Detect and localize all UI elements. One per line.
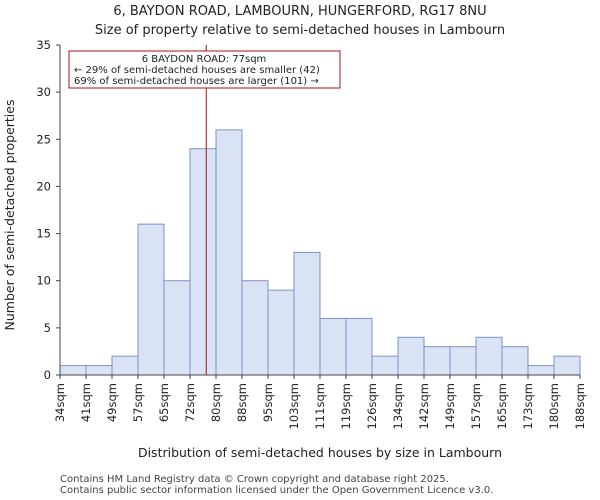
x-tick-label: 165sqm [495, 383, 509, 429]
x-axis-title: Distribution of semi-detached houses by … [138, 445, 502, 460]
x-tick-label: 134sqm [391, 383, 405, 429]
x-tick-label: 88sqm [235, 383, 249, 422]
bar-49sqm [111, 355, 139, 376]
x-tick-label: 126sqm [365, 383, 379, 429]
bar-157sqm [475, 336, 503, 376]
x-tick-label: 65sqm [157, 383, 171, 422]
x-tick-label: 49sqm [105, 383, 119, 422]
y-tick-label: 35 [36, 38, 51, 52]
x-tick-label: 72sqm [183, 383, 197, 422]
x-tick-label: 119sqm [339, 383, 353, 429]
bar-88sqm [241, 280, 269, 376]
y-axis: 0 5 10 15 20 25 30 35 [36, 38, 61, 382]
y-tick-label: 10 [36, 274, 51, 288]
x-tick-label: 149sqm [443, 383, 457, 429]
x-tick-label: 173sqm [521, 383, 535, 429]
x-tick-label: 180sqm [547, 383, 561, 429]
x-tick-label: 41sqm [79, 383, 93, 422]
x-tick-label: 142sqm [417, 383, 431, 429]
x-axis: 34sqm 41sqm 49sqm 57sqm 65sqm 72sqm 80sqm 88sqm… [53, 374, 587, 429]
x-tick-label: 188sqm [573, 383, 587, 429]
bar-41sqm [85, 365, 113, 376]
x-tick-label: 34sqm [53, 383, 67, 422]
bar-111sqm [319, 317, 347, 376]
annotation-frame [68, 50, 341, 89]
bar-65sqm [163, 280, 191, 376]
y-tick-label: 20 [36, 179, 51, 193]
bar-165sqm [501, 346, 529, 376]
bar-134sqm [397, 336, 425, 376]
bar-126sqm [371, 355, 399, 376]
bar-180sqm [553, 355, 581, 376]
y-axis-title: Number of semi-detached properties [2, 100, 17, 331]
annotation-line-2: ← 29% of semi-detached houses are smalle… [74, 65, 320, 76]
chart-title: 6, BAYDON ROAD, LAMBOURN, HUNGERFORD, RG… [113, 4, 486, 19]
x-tick-label: 111sqm [313, 383, 327, 429]
bar-173sqm [527, 365, 555, 376]
bar-34sqm [59, 365, 87, 376]
y-tick-label: 5 [44, 321, 51, 335]
bars-group [59, 129, 581, 376]
bar-142sqm [423, 346, 451, 376]
bar-119sqm [345, 317, 373, 376]
annotation-line-1: 6 BAYDON ROAD: 77sqm [142, 54, 267, 65]
bar-95sqm [267, 289, 295, 376]
annotation-box: 6 BAYDON ROAD: 77sqm ← 29% of semi-detac… [68, 50, 341, 89]
chart-subtitle: Size of property relative to semi-detach… [95, 23, 505, 38]
y-tick-label: 0 [44, 368, 51, 382]
bar-103sqm [293, 251, 321, 376]
y-tick-label: 30 [36, 85, 51, 99]
footer-line-1: Contains HM Land Registry data © Crown c… [60, 474, 449, 485]
bar-72sqm [189, 148, 217, 376]
y-tick-label: 15 [36, 227, 51, 241]
bar-80sqm [215, 129, 243, 376]
x-tick-label: 157sqm [469, 383, 483, 429]
x-tick-label: 57sqm [131, 383, 145, 422]
x-tick-label: 103sqm [287, 383, 301, 429]
bar-149sqm [449, 346, 477, 376]
y-tick-label: 25 [36, 132, 51, 146]
x-tick-label: 95sqm [261, 383, 275, 422]
bar-57sqm [137, 223, 165, 376]
footer-line-2: Contains public sector information licen… [60, 485, 494, 496]
annotation-line-3: 69% of semi-detached houses are larger (… [74, 76, 319, 87]
x-tick-label: 80sqm [209, 383, 223, 422]
